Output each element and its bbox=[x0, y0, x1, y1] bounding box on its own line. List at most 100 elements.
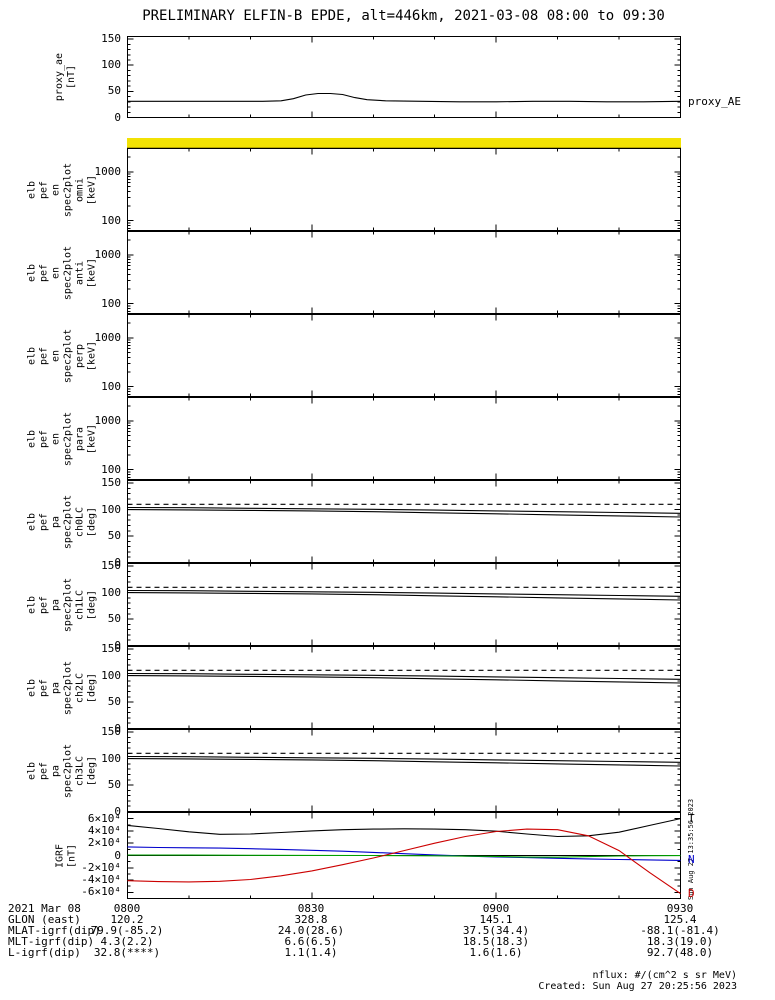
footer-cell: -88.1(-81.4) bbox=[640, 924, 720, 937]
y-axis-label-line: spec2plot bbox=[62, 743, 73, 798]
y-axis-label-line: en bbox=[50, 266, 61, 279]
y-axis-label-line: spec2plot bbox=[62, 245, 73, 300]
panel-proxy-ae bbox=[127, 36, 681, 118]
series-green bbox=[127, 854, 681, 858]
footer-cell: 6.6(6.5) bbox=[284, 935, 338, 948]
y-tick-label: 100 bbox=[101, 751, 121, 765]
y-axis-label-line: pef bbox=[38, 512, 49, 531]
series-upper-line bbox=[127, 506, 681, 514]
plot-title: PRELIMINARY ELFIN-B EPDE, alt=446km, 202… bbox=[142, 8, 665, 24]
spec_perp-plot-area bbox=[127, 314, 681, 397]
proxy_ae-plot-area bbox=[127, 36, 681, 118]
y-axis-label-line: elb bbox=[26, 512, 37, 531]
y-axis-label-line: [keV] bbox=[86, 174, 97, 205]
y-axis-label-line: spec2plot bbox=[62, 162, 73, 217]
y-tick-label: 100 bbox=[101, 462, 121, 476]
panel-pitch-angle-ch1lc bbox=[127, 563, 681, 646]
y-axis-label-line: pef bbox=[38, 180, 49, 199]
footer-row-label: L-igrf(dip) bbox=[8, 946, 81, 959]
panel-pitch-angle-ch0lc bbox=[127, 480, 681, 563]
y-tick-label: 50 bbox=[107, 695, 121, 709]
y-axis-label-line: en bbox=[50, 432, 61, 445]
pa_ch0lc-plot-area bbox=[127, 480, 681, 563]
y-axis-label-line: elb bbox=[26, 180, 37, 199]
status-bar bbox=[127, 138, 681, 148]
footer-cell: 92.7(48.0) bbox=[646, 946, 714, 959]
time-tick-label: 0800 bbox=[113, 902, 141, 915]
y-axis-label-line: [deg] bbox=[86, 672, 97, 703]
y-axis-label-line: pa bbox=[50, 515, 61, 528]
y-tick-label: 4×10⁴ bbox=[87, 823, 121, 837]
footer-cell: 328.8 bbox=[294, 913, 328, 926]
y-tick-label: 100 bbox=[101, 213, 121, 227]
y-tick-label: 0 bbox=[114, 721, 121, 735]
y-tick-label: 0 bbox=[114, 110, 121, 124]
y-axis-label-line: spec2plot bbox=[62, 494, 73, 549]
series-upper-line bbox=[127, 755, 681, 763]
panel-energy-spec-para bbox=[127, 397, 681, 480]
pa_ch3lc-plot-area bbox=[127, 729, 681, 812]
y-axis-label-line: [keV] bbox=[86, 257, 97, 288]
y-tick-label: 100 bbox=[101, 296, 121, 310]
y-axis-label-line: pa bbox=[50, 764, 61, 777]
igrf-plot-area bbox=[127, 812, 681, 899]
trace-label-T: T bbox=[688, 811, 695, 825]
y-tick-label: 6×10⁴ bbox=[87, 811, 121, 825]
y-tick-label: 1000 bbox=[94, 247, 122, 261]
y-axis-label-line: en bbox=[50, 183, 61, 196]
footer-row-label: MLAT-igrf(dip) bbox=[8, 924, 101, 937]
series-D bbox=[127, 828, 681, 895]
pa_ch1lc-plot-area bbox=[127, 563, 681, 646]
panel-pitch-angle-ch2lc bbox=[127, 646, 681, 729]
y-tick-label: -4×10⁴ bbox=[81, 873, 121, 887]
footer-row-label: MLT-igrf(dip) bbox=[8, 935, 95, 948]
footer-cell: 18.5(18.3) bbox=[462, 935, 530, 948]
y-axis-label-line: [deg] bbox=[86, 755, 97, 786]
y-axis-label-line: pa bbox=[50, 681, 61, 694]
y-axis-label-line: [nT] bbox=[66, 64, 77, 90]
footer-cell: 37.5(34.4) bbox=[462, 924, 530, 937]
series-upper-line bbox=[127, 589, 681, 597]
y-axis-label-line: pa bbox=[50, 598, 61, 611]
footer-cell: 1.6(1.6) bbox=[469, 946, 523, 959]
y-axis-label-line: elb bbox=[26, 595, 37, 614]
y-tick-label: 0 bbox=[114, 848, 121, 862]
y-axis-label-line: pef bbox=[38, 429, 49, 448]
y-axis-label-line: [nT] bbox=[66, 843, 77, 868]
y-tick-label: 100 bbox=[101, 502, 121, 516]
y-tick-label: 100 bbox=[101, 379, 121, 393]
footer-cell: 4.3(2.2) bbox=[100, 935, 154, 948]
panel-energy-spec-anti bbox=[127, 231, 681, 314]
y-axis-label-line: [deg] bbox=[86, 589, 97, 620]
y-axis-label-line: en bbox=[50, 349, 61, 362]
y-axis-label-line: elb bbox=[26, 346, 37, 365]
y-axis-label-line: [deg] bbox=[86, 506, 97, 537]
footer-row-label: 2021 Mar 08 bbox=[8, 902, 81, 915]
y-axis-label-line: pef bbox=[38, 678, 49, 697]
footer-cell: 145.1 bbox=[479, 913, 513, 926]
panel-energy-spec-perp bbox=[127, 314, 681, 397]
spec_para-plot-area bbox=[127, 397, 681, 480]
y-axis-label-line: ch0LC bbox=[74, 506, 85, 537]
footer-cell: 1.1(1.4) bbox=[284, 946, 338, 959]
time-tick-label: 0930 bbox=[666, 902, 694, 915]
y-axis-label-line: ch1LC bbox=[74, 589, 85, 620]
series-proxy_AE bbox=[127, 92, 681, 103]
y-tick-label: 2×10⁴ bbox=[87, 836, 121, 850]
y-axis-label-line: omni bbox=[74, 177, 85, 202]
series-N bbox=[127, 846, 681, 861]
y-axis-label-line: pef bbox=[38, 346, 49, 365]
y-tick-label: -2×10⁴ bbox=[81, 860, 121, 874]
panel-energy-spec-omni bbox=[127, 148, 681, 231]
y-axis-label-line: elb bbox=[26, 678, 37, 697]
y-tick-label: 150 bbox=[101, 725, 121, 739]
y-axis-label-line: IGRF bbox=[54, 843, 65, 868]
y-axis-label-line: ch2LC bbox=[74, 672, 85, 703]
y-tick-label: 100 bbox=[101, 585, 121, 599]
y-axis-label-line: para bbox=[74, 426, 85, 451]
y-axis-label-line: pef bbox=[38, 761, 49, 780]
time-tick-label: 0830 bbox=[297, 902, 325, 915]
y-axis-label-line: [keV] bbox=[86, 423, 97, 454]
y-axis-label-line: spec2plot bbox=[62, 660, 73, 715]
